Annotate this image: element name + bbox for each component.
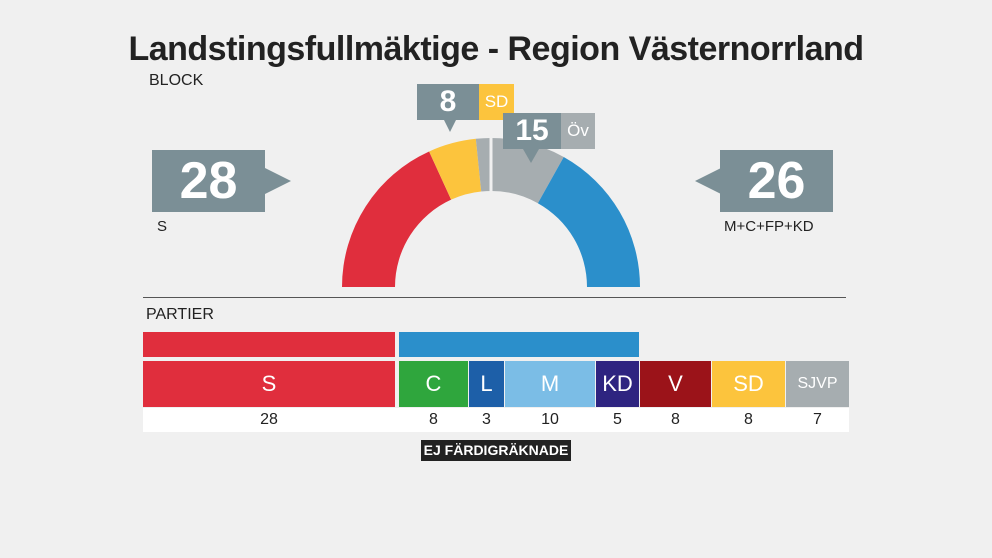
party-bar-s: S: [143, 361, 395, 407]
sd-seat-count: 8: [417, 84, 479, 120]
party-bar-kd: KD: [596, 361, 639, 407]
arc-segment-m-c-fp-kd: [537, 156, 640, 287]
party-bar-sjvp: SJVP: [786, 361, 849, 407]
status-badge: EJ FÄRDIGRÄKNADE: [421, 440, 571, 461]
chart-title: Landstingsfullmäktige - Region Västernor…: [128, 30, 864, 68]
seat-value-m: 10: [541, 411, 559, 428]
party-bar-v: V: [640, 361, 711, 407]
block-section-label: BLOCK: [149, 72, 204, 89]
ov-tag: Öv: [561, 113, 595, 149]
party-bar-c: C: [399, 361, 468, 407]
seat-value-v: 8: [671, 411, 680, 428]
right-block-label: M+C+FP+KD: [724, 218, 814, 235]
section-divider: [143, 297, 846, 298]
seat-value-s: 28: [260, 411, 278, 428]
parties-section-label: PARTIER: [146, 306, 214, 323]
seat-arc-chart: [342, 138, 640, 287]
seat-value-l: 3: [482, 411, 491, 428]
arc-segment--v: [475, 138, 564, 204]
left-block-bar: [143, 332, 395, 357]
seat-value-sd: 8: [744, 411, 753, 428]
ov-pointer: [523, 149, 539, 163]
ov-seat-count: 15: [503, 113, 561, 149]
left-block-label: S: [157, 218, 168, 235]
right-block-bar: [399, 332, 639, 357]
right-block-pointer: [695, 168, 721, 194]
party-bar-l: L: [469, 361, 504, 407]
left-block-seat-count: 28: [152, 150, 265, 212]
party-bar-m: M: [505, 361, 595, 407]
right-block-seat-count: 26: [720, 150, 833, 212]
arc-segment-s: [342, 151, 452, 287]
seat-value-c: 8: [429, 411, 438, 428]
sd-pointer: [444, 120, 456, 132]
left-block-pointer: [265, 168, 291, 194]
party-bar-sd: SD: [712, 361, 785, 407]
arc-segment-sd: [429, 138, 482, 200]
seat-value-kd: 5: [613, 411, 622, 428]
seat-row-background: [143, 408, 849, 432]
seat-value-sjvp: 7: [813, 411, 822, 428]
